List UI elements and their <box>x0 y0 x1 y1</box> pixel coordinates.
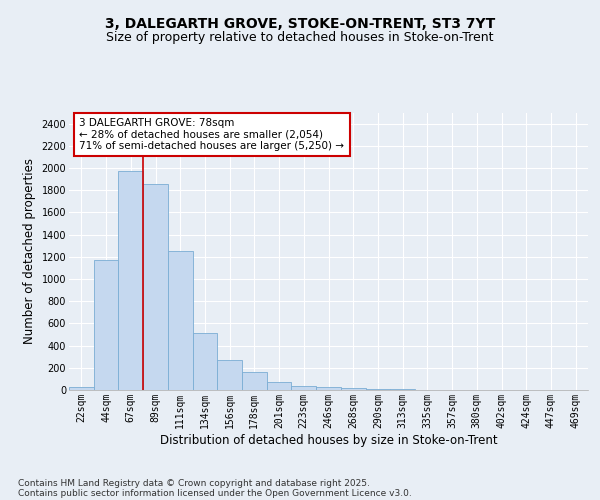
Bar <box>143 184 168 390</box>
Text: Contains HM Land Registry data © Crown copyright and database right 2025.: Contains HM Land Registry data © Crown c… <box>18 478 370 488</box>
Bar <box>242 372 267 390</box>
Bar <box>267 382 292 390</box>
Text: Size of property relative to detached houses in Stoke-on-Trent: Size of property relative to detached ho… <box>106 31 494 44</box>
Text: Contains public sector information licensed under the Open Government Licence v3: Contains public sector information licen… <box>18 488 412 498</box>
Bar <box>193 334 217 390</box>
Y-axis label: Number of detached properties: Number of detached properties <box>23 158 36 344</box>
X-axis label: Distribution of detached houses by size in Stoke-on-Trent: Distribution of detached houses by size … <box>160 434 497 446</box>
Bar <box>292 386 316 390</box>
Bar <box>69 386 94 390</box>
Bar <box>365 389 390 390</box>
Bar <box>118 172 143 390</box>
Bar <box>217 360 242 390</box>
Text: 3 DALEGARTH GROVE: 78sqm
← 28% of detached houses are smaller (2,054)
71% of sem: 3 DALEGARTH GROVE: 78sqm ← 28% of detach… <box>79 118 344 151</box>
Bar <box>341 388 365 390</box>
Bar <box>168 251 193 390</box>
Text: 3, DALEGARTH GROVE, STOKE-ON-TRENT, ST3 7YT: 3, DALEGARTH GROVE, STOKE-ON-TRENT, ST3 … <box>105 18 495 32</box>
Bar <box>94 260 118 390</box>
Bar <box>316 387 341 390</box>
